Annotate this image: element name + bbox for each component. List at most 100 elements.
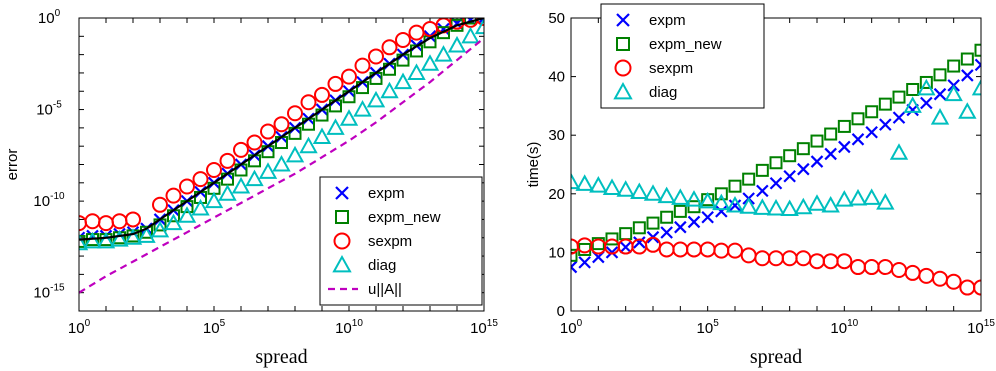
- left-point-diag: [83, 231, 102, 249]
- right-point-expm-new: [728, 179, 742, 193]
- right-point-sexpm: [973, 279, 981, 296]
- left-point-sexpm: [368, 48, 384, 65]
- right-xtick-label: 105: [697, 318, 720, 337]
- left-point-diag: [312, 127, 332, 145]
- right-point-expm: [974, 58, 981, 72]
- left-point-diag: [353, 100, 372, 117]
- right-point-diag: [848, 188, 868, 206]
- left-point-sexpm: [300, 94, 317, 111]
- right-point-diag: [630, 182, 649, 200]
- right-point-diag: [903, 96, 922, 113]
- right-point-expm-new: [632, 221, 646, 235]
- right-point-expm-new: [824, 127, 838, 141]
- right-point-diag: [766, 198, 786, 216]
- right-ytick-label: 0: [557, 303, 565, 320]
- right-point-expm: [838, 140, 851, 154]
- left-series-sexpm: [79, 18, 484, 232]
- left-point-expm-new: [79, 234, 86, 248]
- right-point-sexpm: [945, 273, 962, 290]
- left-point-expm-new: [464, 18, 477, 25]
- right-point-expm-new: [605, 232, 619, 246]
- right-point-expm: [605, 246, 619, 259]
- left-point-sexpm: [354, 57, 371, 74]
- right-legend-label-diag: diag: [649, 84, 677, 101]
- right-point-diag: [571, 172, 581, 190]
- left-point-sexpm: [381, 39, 398, 56]
- left-point-sexpm: [327, 75, 344, 92]
- left-legend-label-sexpm: sexpm: [368, 233, 412, 250]
- left-chart: 100 105 1010 1015 100 10-5 10-10 10-15 spread err…: [4, 8, 498, 368]
- left-point-sexpm: [125, 211, 141, 228]
- right-point-expm: [619, 240, 632, 254]
- left-point-diag: [380, 81, 399, 99]
- right-xtick-label: 1015: [967, 318, 995, 337]
- left-legend-swatch-expm: [335, 186, 349, 200]
- left-point-diag: [177, 206, 197, 223]
- left-point-sexpm: [314, 86, 330, 103]
- right-point-expm: [892, 111, 906, 124]
- right-point-expm: [701, 210, 714, 224]
- right-point-expm-new: [947, 59, 961, 73]
- left-point-diag: [407, 63, 426, 80]
- right-point-expm-new: [714, 187, 728, 201]
- right-ytick-label: 20: [548, 186, 565, 203]
- right-point-expm: [728, 199, 742, 212]
- left-xlabel: spread: [255, 346, 307, 368]
- right-point-diag: [944, 84, 963, 102]
- right-point-expm: [961, 69, 974, 82]
- left-ylabel: error: [4, 149, 21, 181]
- right-point-diag: [684, 190, 704, 207]
- right-frame: [570, 17, 982, 312]
- right-point-diag: [657, 186, 676, 204]
- right-series-diag: [571, 78, 981, 217]
- left-point-sexpm: [165, 187, 182, 204]
- right-point-expm: [571, 260, 578, 274]
- right-point-expm: [783, 169, 796, 183]
- right-point-diag: [958, 102, 977, 119]
- right-point-expm-new: [571, 248, 578, 262]
- right-point-diag: [971, 78, 981, 96]
- left-point-diag: [164, 213, 183, 231]
- left-series-group: [79, 18, 484, 294]
- left-xtick-label: 105: [203, 318, 226, 337]
- right-point-expm-new: [851, 112, 865, 126]
- left-point-diag: [79, 233, 89, 251]
- left-legend-swatch-expm-new: [335, 210, 349, 224]
- left-point-diag: [96, 231, 116, 249]
- left-series-u-a: [79, 37, 484, 294]
- right-point-expm-new: [783, 149, 797, 163]
- right-point-expm: [851, 133, 865, 146]
- left-point-sexpm: [233, 141, 249, 158]
- right-point-expm: [824, 147, 837, 161]
- right-point-expm: [756, 184, 769, 198]
- right-legend-swatch-expm-new: [616, 37, 630, 51]
- left-point-diag: [299, 136, 318, 154]
- right-point-expm: [660, 226, 673, 239]
- left-point-diag: [204, 191, 224, 209]
- left-legend-swatch-sexpm: [333, 232, 351, 250]
- right-point-expm: [810, 155, 824, 168]
- left-point-sexpm: [192, 171, 209, 188]
- right-point-diag: [821, 195, 840, 213]
- right-point-diag: [589, 176, 608, 193]
- right-point-expm: [865, 125, 878, 139]
- right-xlabel: spread: [750, 346, 802, 368]
- right-xtick-label: 100: [560, 318, 583, 337]
- right-legend-box: [600, 3, 765, 109]
- right-point-expm-new: [673, 204, 687, 218]
- left-legend-swatch-diag: [332, 254, 352, 273]
- left-point-diag: [137, 226, 156, 243]
- left-point-sexpm: [395, 31, 411, 48]
- right-ytick-label: 30: [548, 127, 565, 144]
- left-line-u-a: [79, 37, 484, 294]
- left-axes: 100 105 1010 1015 100 10-5 10-10 10-15: [33, 8, 498, 337]
- right-point-expm-new: [742, 172, 756, 186]
- right-point-expm: [674, 220, 687, 234]
- left-point-diag: [123, 228, 143, 245]
- right-xtick-label: 1010: [830, 318, 858, 337]
- left-xtick-label: 1015: [470, 318, 498, 337]
- left-point-diag: [285, 145, 305, 163]
- left-point-diag: [272, 154, 291, 172]
